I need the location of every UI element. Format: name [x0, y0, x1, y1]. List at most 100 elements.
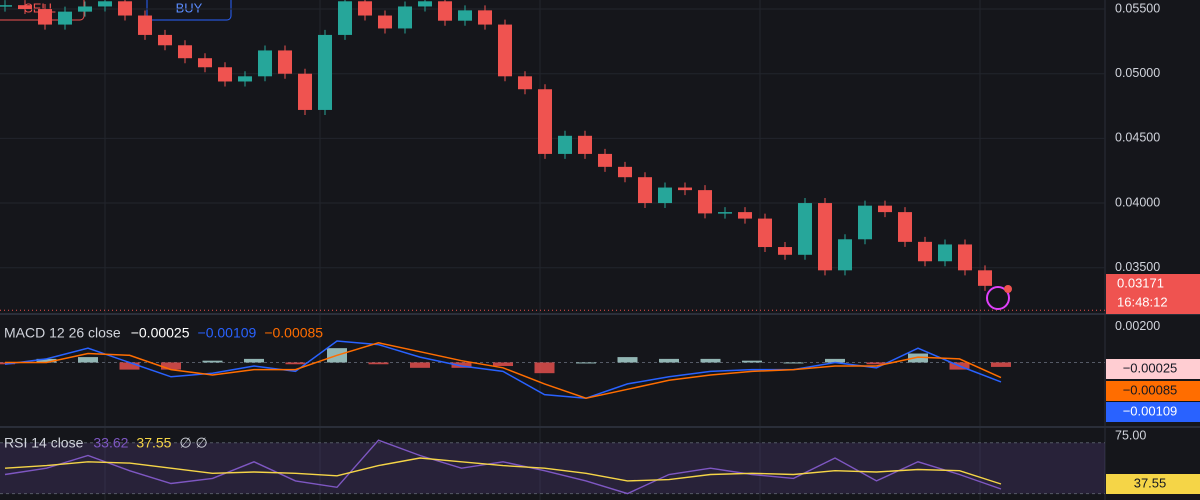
candle: [558, 135, 572, 154]
macd-value: −0.00109: [1123, 403, 1178, 418]
y-tick-label: 0.05000: [1115, 66, 1160, 80]
candle: [0, 5, 12, 7]
candle: [458, 10, 472, 21]
candle: [358, 1, 372, 16]
macd-legend: MACD 12 26 close: [4, 325, 121, 341]
histogram-bar: [244, 358, 264, 363]
histogram-bar: [493, 362, 513, 367]
candle: [178, 45, 192, 59]
buy-label[interactable]: BUY: [176, 0, 203, 15]
y-tick-label: 0.04500: [1115, 131, 1160, 145]
candle: [318, 34, 332, 110]
candle: [818, 203, 832, 271]
rsi-value-box: [1106, 474, 1200, 494]
histogram-bar: [659, 358, 679, 363]
candle: [618, 166, 632, 178]
histogram-bar: [534, 362, 555, 374]
macd-value: −0.00085: [1123, 382, 1178, 397]
y-tick-label: 0.03500: [1115, 260, 1160, 274]
candle: [758, 218, 772, 248]
candle: [578, 135, 592, 154]
candle: [418, 1, 432, 7]
candle: [978, 270, 992, 286]
macd-value: −0.00025: [1123, 360, 1178, 375]
histogram-bar: [908, 353, 928, 363]
buy-button[interactable]: [146, 0, 232, 21]
rsi-legend-value: 37.55: [136, 435, 171, 451]
rsi-legend-value: 33.62: [93, 435, 128, 451]
candle: [278, 50, 292, 74]
histogram-bar: [576, 362, 596, 364]
candle: [58, 11, 72, 25]
histogram-bar: [451, 362, 472, 368]
y-tick-label: 0.04000: [1115, 195, 1160, 209]
last-price: 0.03171: [1117, 275, 1164, 290]
y-tick-label: 0.05500: [1115, 1, 1160, 15]
rsi-value: 37.55: [1134, 475, 1167, 490]
histogram-bar: [742, 360, 762, 363]
macd-value-box: [1106, 381, 1200, 401]
histogram-bar: [368, 362, 389, 365]
histogram-bar: [617, 357, 638, 363]
candle: [118, 1, 132, 16]
histogram-bar: [119, 362, 140, 370]
candle: [258, 50, 272, 77]
candle: [518, 76, 532, 90]
candle: [678, 187, 692, 191]
candle: [218, 67, 232, 82]
candle: [238, 76, 252, 82]
candle: [778, 247, 792, 255]
histogram-bar: [78, 357, 98, 363]
alert-icon: [986, 286, 1010, 310]
candle: [838, 239, 852, 271]
candle: [918, 241, 932, 262]
candle: [878, 205, 892, 213]
alert-dot: [1004, 285, 1012, 293]
candle: [638, 177, 652, 204]
candle: [18, 5, 32, 10]
indicator-line: [4, 340, 1002, 399]
histogram-bar: [202, 360, 223, 363]
histogram-bar: [825, 358, 845, 363]
macd-value-box: [1106, 359, 1200, 379]
candle: [138, 15, 152, 35]
macd-legend-value: −0.00025: [131, 325, 190, 341]
candle: [698, 190, 712, 214]
histogram-bar: [783, 362, 804, 364]
macd-value-box: [1106, 402, 1200, 422]
y-tick-label: 75.00: [1115, 429, 1146, 443]
candle: [798, 203, 812, 255]
last-price-box: [1106, 274, 1200, 314]
indicator-line: [4, 457, 1002, 485]
candle: [78, 6, 92, 12]
y-tick-label: 0.00200: [1115, 319, 1160, 333]
histogram-bar: [700, 358, 721, 363]
candle: [378, 15, 392, 29]
rsi-band: [0, 442, 1105, 494]
countdown: 16:48:12: [1117, 294, 1168, 309]
candle: [958, 244, 972, 271]
indicator-line: [4, 439, 1002, 495]
histogram-bar: [36, 358, 57, 363]
candle: [718, 212, 732, 214]
candle: [478, 10, 492, 25]
histogram-bar: [991, 362, 1011, 367]
candle: [858, 205, 872, 240]
candle: [158, 34, 172, 46]
rsi-legend-extra: ∅ ∅: [179, 435, 207, 451]
macd-legend-value: −0.00109: [198, 325, 257, 341]
candle: [198, 58, 212, 68]
candle: [338, 1, 352, 35]
histogram-bar: [285, 362, 306, 365]
candle: [38, 9, 52, 25]
indicator-line: [5, 342, 1002, 399]
histogram-bar: [161, 362, 181, 370]
candle: [738, 212, 752, 219]
histogram-bar: [866, 362, 887, 365]
candle: [898, 212, 912, 242]
histogram-bar: [410, 362, 430, 368]
macd-legend-value: −0.00085: [264, 325, 323, 341]
candle: [658, 187, 672, 204]
